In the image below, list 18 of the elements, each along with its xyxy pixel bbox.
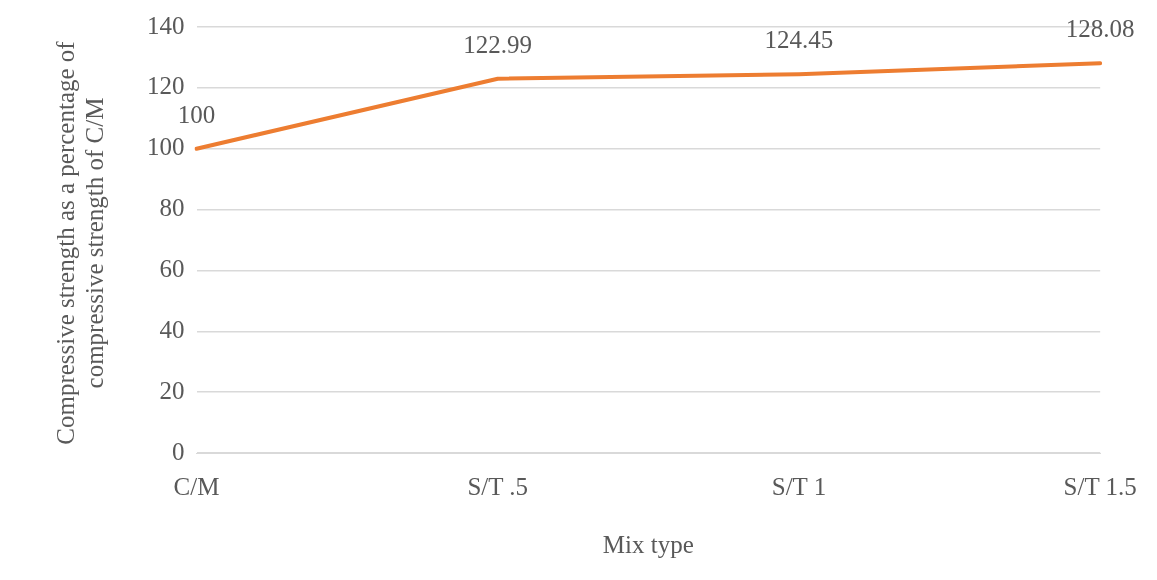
data-label: 128.08 [1065,15,1135,43]
y-tick-label: 40 [159,315,185,343]
x-axis-title: Mix type [602,530,694,558]
y-tick-label: 0 [172,437,185,465]
data-label: 100 [177,100,216,128]
x-tick-label: S/T 1 [771,472,827,500]
y-tick-label: 20 [159,376,185,404]
y-tick-label: 100 [147,133,185,161]
y-axis-title: Compressive strength as a percentage of compressive strength of C/M [51,40,109,447]
y-tick-label: 80 [159,194,185,222]
x-tick-label: C/M [173,472,220,500]
data-label: 122.99 [463,30,533,58]
y-tick-label: 60 [159,254,185,282]
y-tick-label: 140 [147,11,185,39]
x-tick-label: S/T 1.5 [1063,472,1137,500]
y-tick-label: 120 [147,72,185,100]
x-tick-label: S/T .5 [467,472,529,500]
data-label: 124.45 [764,26,834,54]
